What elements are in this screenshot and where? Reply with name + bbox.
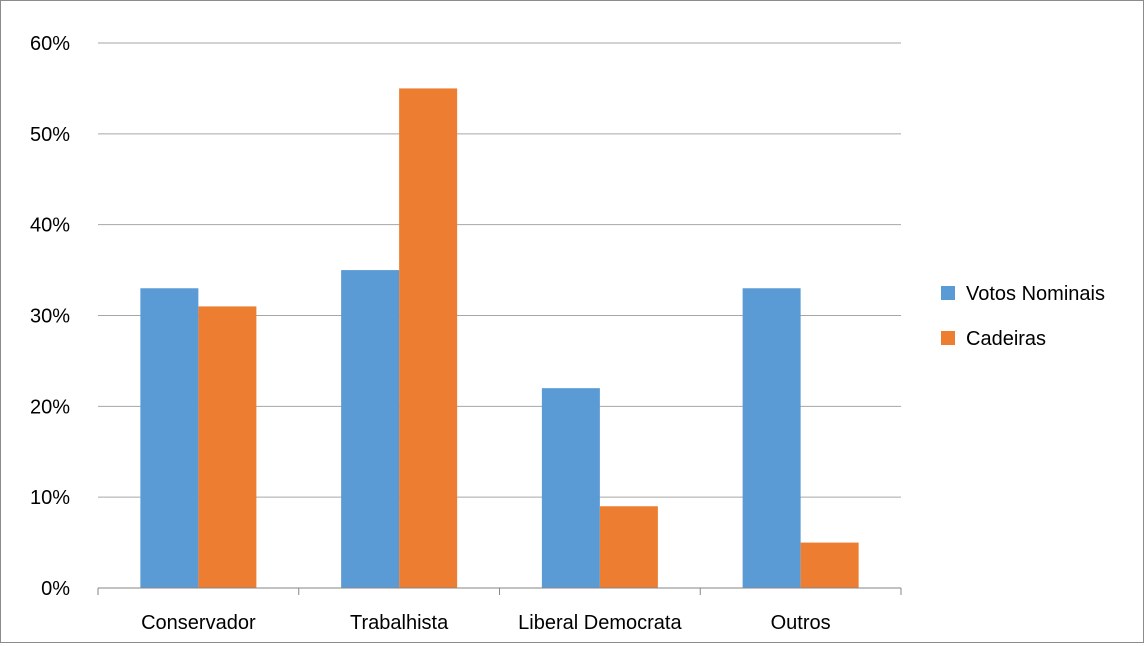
y-tick-label: 10%	[30, 487, 70, 509]
bar-cadeiras	[599, 506, 658, 588]
y-axis-tick-labels: 0% 10% 20% 30% 40% 50% 60%	[30, 33, 70, 600]
bar-cadeiras	[399, 88, 458, 589]
y-tick-label: 30%	[30, 306, 70, 328]
bar-votos-nominais	[140, 288, 199, 588]
y-tick-label: 20%	[30, 396, 70, 418]
axes	[97, 587, 902, 595]
x-category-label: Conservador	[141, 612, 256, 634]
bar-cadeiras	[198, 306, 257, 588]
x-axis-category-labels: Conservador Trabalhista Liberal Democrata O…	[141, 612, 831, 634]
x-category-label: Liberal Democrata	[518, 612, 682, 634]
y-tick-label: 40%	[30, 215, 70, 237]
legend-swatch	[941, 286, 955, 300]
x-category-label: Outros	[771, 612, 831, 634]
legend-swatch	[941, 331, 955, 345]
bar-votos-nominais	[742, 288, 801, 588]
legend: Votos Nominais Cadeiras	[941, 283, 1105, 350]
bar-votos-nominais	[541, 388, 600, 588]
bar-votos-nominais	[341, 270, 400, 588]
legend-label: Votos Nominais	[966, 283, 1105, 305]
bar-cadeiras	[800, 542, 859, 588]
bars	[140, 88, 859, 589]
legend-label: Cadeiras	[966, 328, 1046, 350]
y-tick-label: 60%	[30, 33, 70, 55]
y-tick-label: 0%	[41, 578, 70, 600]
x-category-label: Trabalhista	[350, 612, 449, 634]
y-tick-label: 50%	[30, 124, 70, 146]
